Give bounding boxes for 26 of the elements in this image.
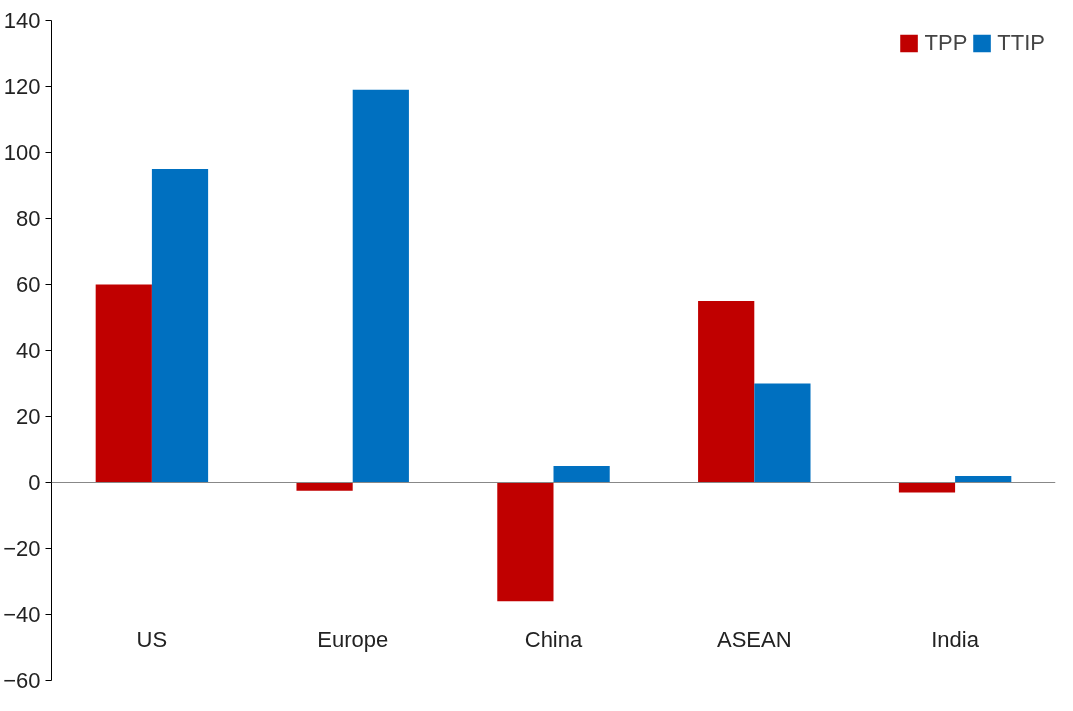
bar (151, 169, 209, 483)
bar (352, 89, 409, 483)
x-tick-label: ASEAN (717, 626, 792, 652)
y-tick-label: 20 (16, 404, 41, 429)
y-tick-label: 60 (16, 272, 41, 297)
y-tick-label: −20 (3, 536, 41, 561)
bar (95, 284, 152, 483)
bar (497, 482, 554, 602)
bar (553, 466, 610, 483)
x-tick-label: US (136, 626, 168, 652)
bar (898, 482, 956, 493)
y-tick-label: −40 (3, 602, 41, 627)
legend-label: TPP (924, 30, 968, 56)
x-tick-label: Europe (317, 626, 389, 652)
y-tick-label: 120 (3, 74, 41, 99)
x-tick-label: China (524, 626, 584, 652)
legend-label: TTIP (997, 30, 1045, 56)
y-tick-label: −60 (3, 668, 41, 693)
y-tick-label: 80 (16, 206, 41, 231)
bar (698, 301, 755, 483)
bar (754, 383, 811, 483)
y-tick-label: 140 (3, 8, 41, 33)
x-tick-label: India (931, 626, 980, 652)
y-tick-label: 100 (3, 140, 41, 165)
y-tick-label: 40 (16, 338, 41, 363)
y-tick-label: 0 (28, 470, 41, 495)
